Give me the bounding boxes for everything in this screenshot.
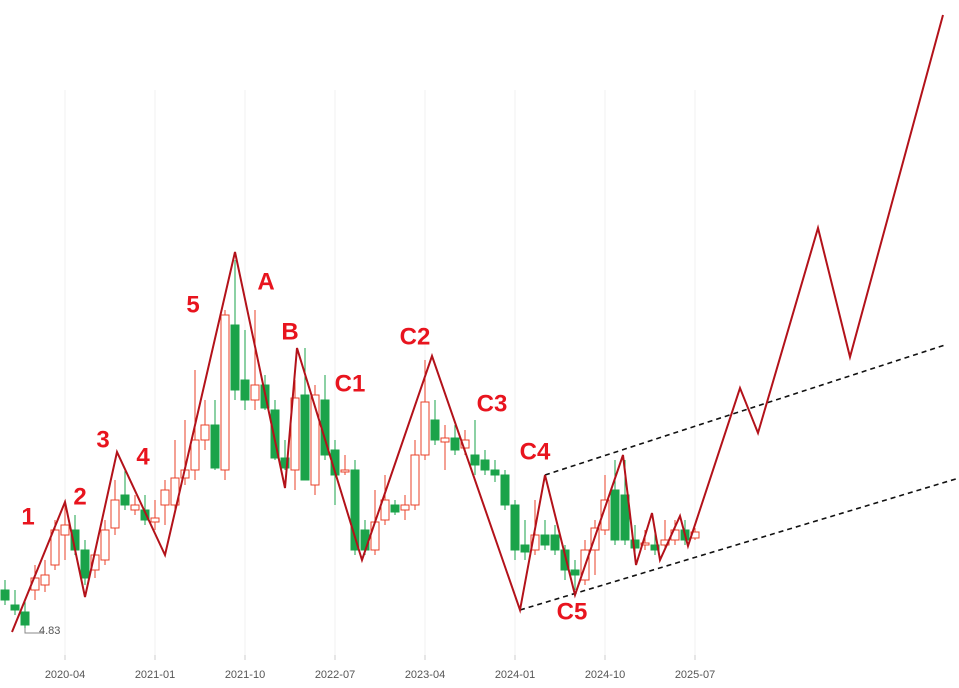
candle-body [130, 504, 140, 511]
candle-body [40, 574, 50, 586]
candle-body [300, 394, 310, 481]
candle-body [310, 394, 320, 486]
candle-body [430, 419, 440, 441]
candle-body [120, 494, 130, 506]
candle-body [270, 409, 280, 459]
x-tick-label: 2023-04 [405, 669, 445, 681]
candle-body [610, 489, 620, 541]
channel-line [519, 477, 959, 611]
x-tick-label: 2021-10 [225, 669, 265, 681]
wave-label: 2 [73, 483, 86, 510]
candle-body [390, 504, 400, 513]
wave-label: C5 [557, 598, 588, 625]
wave-label: 1 [21, 503, 34, 530]
candle-body [210, 424, 220, 469]
candle-body [200, 424, 210, 441]
wave-label: C4 [520, 438, 551, 465]
candle-body [20, 611, 30, 626]
wave-line [11, 14, 944, 633]
candle-body [460, 439, 470, 449]
candle-body [570, 569, 580, 576]
wave-label: A [257, 268, 274, 295]
candle-body [650, 544, 660, 551]
candle-body [60, 524, 70, 536]
wave-label: C2 [400, 323, 431, 350]
wave-label: 3 [96, 426, 109, 453]
channel-line [544, 344, 946, 476]
x-tick-label: 2024-10 [585, 669, 625, 681]
candle-body [10, 604, 20, 611]
candle-body [500, 474, 510, 506]
candle-body [250, 384, 260, 401]
candle-body [380, 499, 390, 521]
candle-body [150, 517, 160, 523]
candle-body [550, 534, 560, 551]
x-tick-label: 2022-07 [315, 669, 355, 681]
candle-body [190, 439, 200, 471]
candle-body [480, 459, 490, 471]
candle-body [620, 494, 630, 541]
candle-body [490, 469, 500, 476]
candle-body [370, 521, 380, 551]
candle-body [560, 549, 570, 571]
candle-body [520, 544, 530, 553]
candle-body [240, 379, 250, 401]
candle-body [340, 469, 350, 473]
low-marker [24, 628, 43, 634]
candle-body [420, 401, 430, 456]
x-tick-label: 2025-07 [675, 669, 715, 681]
candle-body [290, 397, 300, 471]
candle-body [100, 529, 110, 561]
candle-body [160, 489, 170, 506]
wave-label: C3 [477, 390, 508, 417]
wave-label: 5 [186, 291, 199, 318]
candle-body [350, 469, 360, 551]
wave-label: 4 [136, 443, 150, 470]
candle-body [630, 539, 640, 549]
candle-body [450, 437, 460, 451]
candle-body [220, 314, 230, 471]
low-label: 4.83 [39, 625, 60, 637]
x-tick-label: 2021-01 [135, 669, 175, 681]
candle-body [410, 454, 420, 506]
candle-body [640, 542, 650, 546]
candle-body [600, 499, 610, 531]
candle-body [280, 457, 290, 469]
candle-body [230, 324, 240, 391]
candle-body [50, 529, 60, 566]
candle-body [510, 504, 520, 551]
candle-body [400, 504, 410, 511]
candle-body [110, 499, 120, 529]
candle-body [470, 454, 480, 466]
candle-body [360, 529, 370, 551]
x-tick-label: 2024-01 [495, 669, 535, 681]
candle-body [540, 534, 550, 546]
candle-body [80, 549, 90, 579]
candle-body [440, 437, 450, 443]
candle-body [530, 534, 540, 551]
x-tick-label: 2020-04 [45, 669, 85, 681]
wave-label: B [281, 318, 298, 345]
wave-label: C1 [335, 370, 366, 397]
candle-body [0, 589, 10, 601]
